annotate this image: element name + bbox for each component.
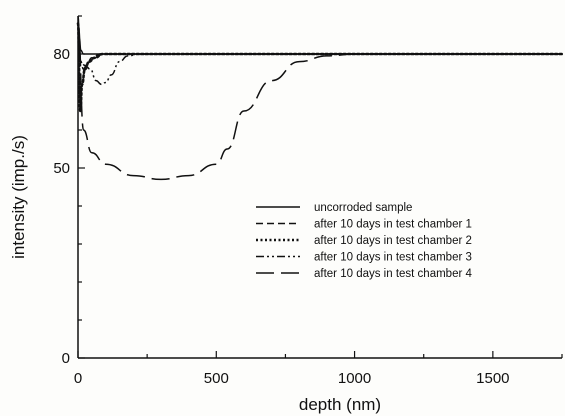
legend-label-4: after 10 days in test chamber 3 <box>314 252 472 264</box>
series-line-2 <box>77 22 562 70</box>
y-tick-label: 80 <box>53 46 70 63</box>
y-tick-label: 0 <box>62 350 70 367</box>
x-tick-label: 1500 <box>476 370 509 387</box>
y-axis-title: intensity (imp./s) <box>9 135 28 259</box>
axes-layer: 0 500 1000 1500 0 50 80 <box>53 15 563 387</box>
legend-label-5: after 10 days in test chamber 4 <box>314 268 472 280</box>
series-line-1 <box>77 15 562 55</box>
y-tick-label: 50 <box>53 160 70 177</box>
series-line-5 <box>77 22 562 181</box>
series-line-4 <box>77 22 562 86</box>
axis-labels: depth (nm) intensity (imp./s) <box>9 135 381 414</box>
legend: uncorroded sample after 10 days in test c… <box>256 202 472 280</box>
x-tick-label: 0 <box>74 370 82 387</box>
series-layer <box>76 15 564 181</box>
series-line-3 <box>76 22 564 113</box>
x-axis-title: depth (nm) <box>299 395 381 414</box>
legend-label-2: after 10 days in test chamber 1 <box>314 219 472 231</box>
legend-label-3: after 10 days in test chamber 2 <box>314 235 472 247</box>
legend-label-1: uncorroded sample <box>314 202 412 214</box>
x-tick-label: 1000 <box>338 370 371 387</box>
x-tick-label: 500 <box>204 370 229 387</box>
